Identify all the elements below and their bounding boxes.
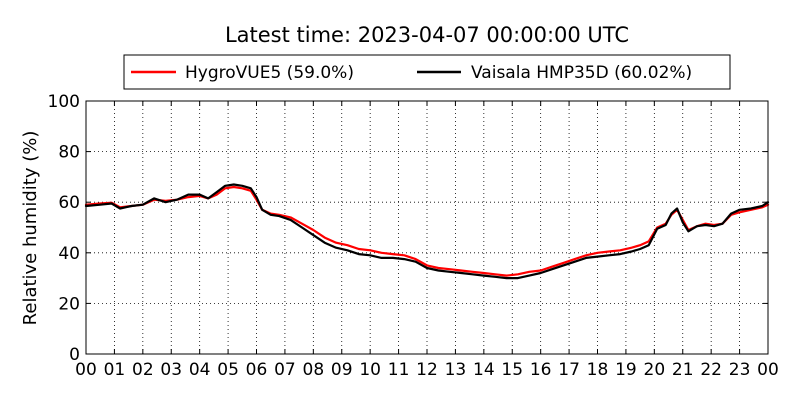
y-tick-label: 0: [69, 345, 80, 365]
y-tick-label: 40: [58, 244, 80, 264]
series-lines: [84, 183, 770, 280]
x-tick-label: 00: [75, 360, 97, 380]
x-tick-label: 10: [359, 360, 381, 380]
series-line-vaisala: [84, 183, 770, 280]
x-tick-label: 03: [160, 360, 182, 380]
grid-lines: [86, 101, 768, 354]
x-tick-label: 08: [303, 360, 325, 380]
x-tick-label: 09: [331, 360, 353, 380]
x-tick-label: 19: [615, 360, 637, 380]
y-tick-label: 80: [58, 143, 80, 163]
legend: HygroVUE5 (59.0%) Vaisala HMP35D (60.02%…: [123, 54, 731, 90]
x-tick-label: 07: [274, 360, 296, 380]
legend-label-vaisala: Vaisala HMP35D (60.02%): [471, 63, 692, 83]
x-tick-label: 22: [700, 360, 722, 380]
legend-label-hygrovue5: HygroVUE5 (59.0%): [185, 63, 354, 83]
x-tick-label: 04: [189, 360, 211, 380]
chart-title: Latest time: 2023-04-07 00:00:00 UTC: [225, 23, 629, 47]
x-tick-label: 23: [729, 360, 751, 380]
x-tick-label: 18: [587, 360, 609, 380]
x-tick-label: 14: [473, 360, 495, 380]
x-tick-label: 01: [104, 360, 126, 380]
x-tick-label: 05: [217, 360, 239, 380]
x-tick-label: 15: [501, 360, 523, 380]
x-tick-label: 17: [558, 360, 580, 380]
x-tick-label: 02: [132, 360, 154, 380]
x-tick-label: 00: [757, 360, 779, 380]
x-tick-label: 13: [445, 360, 467, 380]
y-tick-label: 60: [58, 193, 80, 213]
y-tick-label: 20: [58, 294, 80, 314]
x-tick-label: 06: [246, 360, 268, 380]
x-tick-labels: 00 01 02 03 04 05 06 07 08 09 10 11 12 13 14 15 16 17 18 19…: [75, 360, 779, 380]
x-tick-label: 12: [416, 360, 438, 380]
y-tick-labels: 0 20 40 60 80 100: [48, 92, 80, 365]
x-tick-label: 21: [672, 360, 694, 380]
x-tick-label: 16: [530, 360, 552, 380]
x-tick-label: 11: [388, 360, 410, 380]
y-tick-label: 100: [48, 92, 80, 112]
x-tick-label: 20: [644, 360, 666, 380]
y-axis-label: Relative humidity (%): [20, 131, 41, 326]
axis-ticks: [85, 100, 769, 355]
